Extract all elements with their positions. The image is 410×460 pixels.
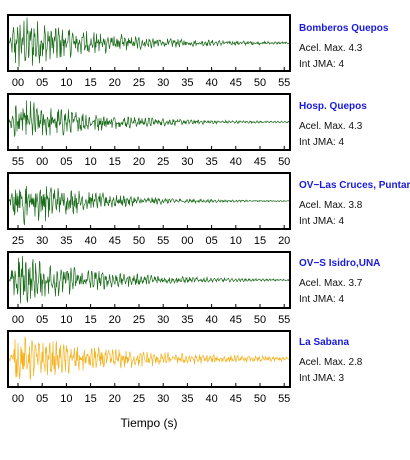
x-tick-label-3-3: 35 bbox=[60, 235, 72, 247]
x-tick-label-1-12: 55 bbox=[278, 77, 290, 89]
panel-5-annotations: La Sabana Acel. Max. 2.8 Int JMA: 3 bbox=[299, 337, 410, 384]
x-tick-label-2-10: 40 bbox=[230, 156, 242, 168]
x-tick-label-2-6: 20 bbox=[133, 156, 145, 168]
panel-1-annotations: Bomberos Quepos Acel. Max. 4.3 Int JMA: … bbox=[299, 23, 410, 70]
int-jma-1: Int JMA: 4 bbox=[299, 59, 345, 70]
x-tick-label-5-12: 55 bbox=[278, 393, 290, 405]
panel-3: 25 30 35 40 45 50 55 00 05 10 15 20 bbox=[7, 172, 291, 247]
station-name-3: OV−Las Cruces, Puntar bbox=[299, 180, 410, 191]
station-name-1: Bomberos Quepos bbox=[299, 23, 389, 34]
x-tick-label-3-10: 10 bbox=[230, 235, 242, 247]
plot-frame-5 bbox=[7, 330, 291, 388]
x-tick-label-2-1: 55 bbox=[12, 156, 24, 168]
x-tick-label-5-11: 50 bbox=[254, 393, 266, 405]
x-tick-label-4-1: 00 bbox=[12, 314, 24, 326]
x-tick-label-1-5: 20 bbox=[109, 77, 121, 89]
station-name-4: OV−S Isidro,UNA bbox=[299, 258, 381, 269]
x-tick-label-5-5: 20 bbox=[109, 393, 121, 405]
waveform-trace-2 bbox=[8, 100, 290, 138]
x-tick-label-4-9: 40 bbox=[205, 314, 217, 326]
x-tick-label-2-8: 30 bbox=[181, 156, 193, 168]
x-tick-label-1-11: 50 bbox=[254, 77, 266, 89]
panel-3-annotations: OV−Las Cruces, Puntar Acel. Max. 3.8 Int… bbox=[299, 180, 410, 227]
x-tick-label-5-1: 00 bbox=[12, 393, 24, 405]
panel-4: 00 05 10 15 20 25 30 35 40 45 50 55 bbox=[7, 251, 291, 326]
x-tick-label-1-10: 45 bbox=[230, 77, 242, 89]
x-tick-label-3-1: 25 bbox=[12, 235, 24, 247]
x-tick-label-5-10: 45 bbox=[230, 393, 242, 405]
plot-frame-2 bbox=[7, 93, 291, 151]
x-tick-label-5-3: 10 bbox=[60, 393, 72, 405]
x-tick-label-4-4: 15 bbox=[84, 314, 96, 326]
panel-2-annotations: Hosp. Quepos Acel. Max. 4.3 Int JMA: 4 bbox=[299, 101, 410, 148]
plot-frame-3 bbox=[7, 172, 291, 230]
x-tick-label-3-7: 55 bbox=[157, 235, 169, 247]
plot-frame-1 bbox=[7, 14, 291, 72]
x-tick-label-3-8: 00 bbox=[181, 235, 193, 247]
x-tick-label-3-12: 20 bbox=[278, 235, 290, 247]
acel-max-1: Acel. Max. 4.3 bbox=[299, 43, 363, 54]
x-tick-label-2-7: 25 bbox=[157, 156, 169, 168]
panel-2: 55 00 05 10 15 20 25 30 35 40 45 50 bbox=[7, 93, 291, 168]
x-tick-label-5-9: 40 bbox=[205, 393, 217, 405]
x-axis-label: Tiempo (s) bbox=[121, 416, 178, 430]
x-tick-label-2-11: 45 bbox=[254, 156, 266, 168]
int-jma-3: Int JMA: 4 bbox=[299, 216, 345, 227]
x-tick-label-1-1: 00 bbox=[12, 77, 24, 89]
x-tick-label-5-6: 25 bbox=[133, 393, 145, 405]
x-tick-label-4-3: 10 bbox=[60, 314, 72, 326]
waveform-trace-1 bbox=[8, 17, 290, 67]
x-tick-label-2-12: 50 bbox=[278, 156, 290, 168]
x-tick-label-5-8: 35 bbox=[181, 393, 193, 405]
acel-max-5: Acel. Max. 2.8 bbox=[299, 357, 363, 368]
x-tick-label-5-7: 30 bbox=[157, 393, 169, 405]
x-tick-label-1-4: 15 bbox=[84, 77, 96, 89]
x-tick-label-2-4: 10 bbox=[84, 156, 96, 168]
x-tick-label-3-11: 15 bbox=[254, 235, 266, 247]
panel-4-annotations: OV−S Isidro,UNA Acel. Max. 3.7 Int JMA: … bbox=[299, 258, 410, 305]
x-tick-label-1-7: 30 bbox=[157, 77, 169, 89]
int-jma-2: Int JMA: 4 bbox=[299, 137, 345, 148]
x-tick-label-5-4: 15 bbox=[84, 393, 96, 405]
x-tick-label-1-8: 35 bbox=[181, 77, 193, 89]
acel-max-3: Acel. Max. 3.8 bbox=[299, 200, 363, 211]
x-tick-label-4-12: 55 bbox=[278, 314, 290, 326]
x-tick-label-1-3: 10 bbox=[60, 77, 72, 89]
x-tick-label-4-7: 30 bbox=[157, 314, 169, 326]
x-tick-label-4-2: 05 bbox=[36, 314, 48, 326]
x-tick-label-4-10: 45 bbox=[230, 314, 242, 326]
plot-frame-4 bbox=[7, 251, 291, 309]
panel-1: 00 05 10 15 20 25 30 35 40 45 50 55 bbox=[7, 14, 291, 89]
x-tick-label-4-8: 35 bbox=[181, 314, 193, 326]
x-tick-label-3-9: 05 bbox=[205, 235, 217, 247]
acel-max-2: Acel. Max. 4.3 bbox=[299, 121, 363, 132]
int-jma-4: Int JMA: 4 bbox=[299, 294, 345, 305]
x-tick-label-3-2: 30 bbox=[36, 235, 48, 247]
x-tick-label-2-2: 00 bbox=[36, 156, 48, 168]
x-tick-label-3-4: 40 bbox=[84, 235, 96, 247]
station-name-2: Hosp. Quepos bbox=[299, 101, 367, 112]
acel-max-4: Acel. Max. 3.7 bbox=[299, 278, 363, 289]
x-tick-label-1-6: 25 bbox=[133, 77, 145, 89]
x-tick-label-1-9: 40 bbox=[205, 77, 217, 89]
x-tick-label-4-6: 25 bbox=[133, 314, 145, 326]
waveform-trace-4 bbox=[9, 255, 290, 304]
waveform-trace-5 bbox=[8, 336, 290, 380]
x-tick-label-5-2: 05 bbox=[36, 393, 48, 405]
x-tick-label-1-2: 05 bbox=[36, 77, 48, 89]
x-tick-label-4-5: 20 bbox=[109, 314, 121, 326]
x-tick-label-4-11: 50 bbox=[254, 314, 266, 326]
x-tick-label-3-6: 50 bbox=[133, 235, 145, 247]
x-tick-label-2-3: 05 bbox=[60, 156, 72, 168]
int-jma-5: Int JMA: 3 bbox=[299, 373, 345, 384]
panel-5: 00 05 10 15 20 25 30 35 40 45 50 55 bbox=[7, 330, 291, 405]
waveform-trace-3 bbox=[8, 185, 290, 226]
x-tick-label-2-5: 15 bbox=[109, 156, 121, 168]
x-tick-label-2-9: 35 bbox=[205, 156, 217, 168]
x-tick-label-3-5: 45 bbox=[109, 235, 121, 247]
station-name-5: La Sabana bbox=[299, 337, 350, 348]
